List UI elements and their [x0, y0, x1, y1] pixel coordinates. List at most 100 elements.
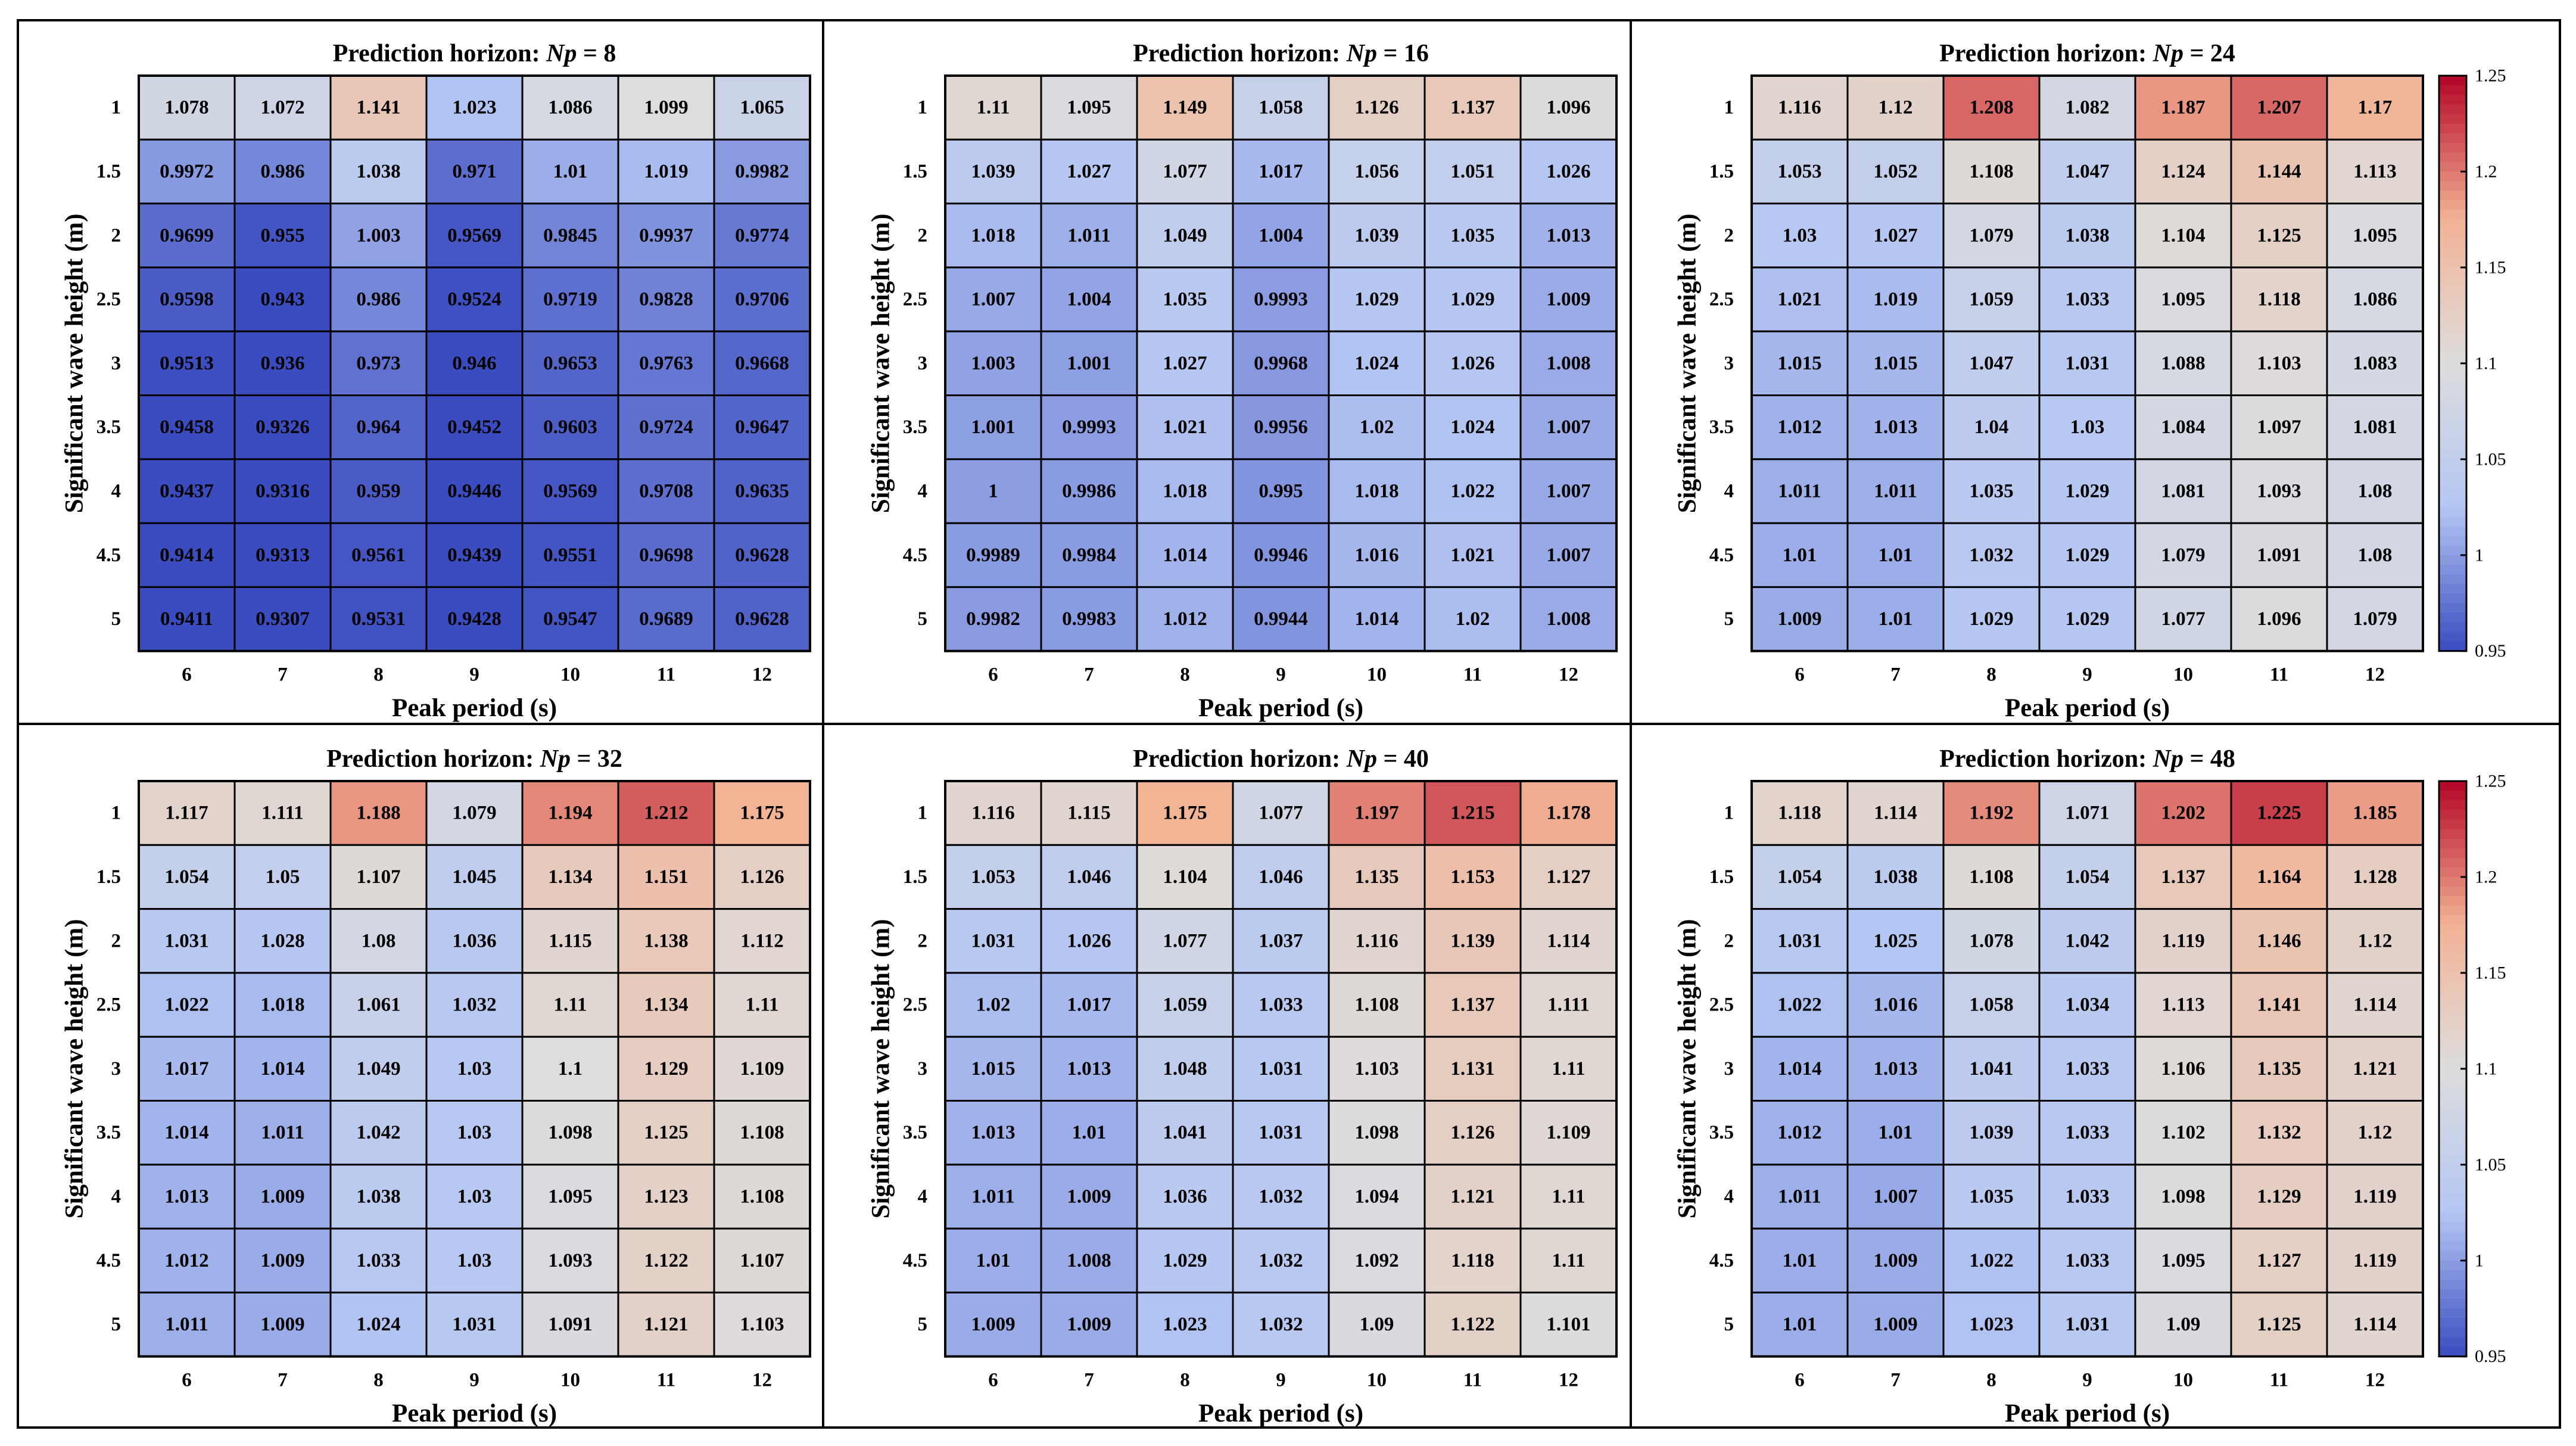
colorbar-segment	[2439, 315, 2466, 326]
heatmap-cell	[1232, 1100, 1330, 1166]
heatmap-cell	[1846, 1291, 1945, 1358]
heatmap-cell	[233, 844, 332, 910]
cell-value-label: 1.029	[1354, 289, 1398, 310]
chart-title-equals: =	[1377, 745, 1404, 773]
colorbar-segment	[2439, 1002, 2466, 1012]
cell-value-label: 1.009	[1067, 1314, 1111, 1335]
heatmap-cell	[521, 74, 619, 141]
cell-value-label: 0.9719	[543, 289, 597, 310]
colorbar-segment	[2439, 1347, 2466, 1357]
cell-value-label: 1.034	[2065, 994, 2109, 1016]
heatmap-cell	[1846, 1100, 1945, 1166]
heatmap-cell	[617, 394, 715, 461]
x-tick-label: 12	[1559, 1370, 1578, 1391]
colorbar-segment	[2439, 564, 2466, 575]
heatmap-cell	[1232, 1291, 1330, 1358]
heatmap-cell	[2326, 1035, 2424, 1102]
cell-value-label: 1.007	[971, 289, 1015, 310]
heatmap-cell	[944, 522, 1042, 588]
cell-value-label: 1.022	[164, 994, 208, 1016]
cell-value-label: 1.052	[1873, 161, 1917, 182]
cell-value-label: 1.008	[1546, 353, 1590, 374]
colorbar-segment	[2439, 1155, 2466, 1165]
heatmap-cell	[1232, 458, 1330, 524]
heatmap-cell	[329, 522, 428, 588]
heatmap-cell	[1040, 1291, 1138, 1358]
heatmap-cell	[2326, 74, 2424, 141]
cell-value-label: 1.202	[2161, 803, 2205, 824]
colorbar-segment	[2439, 1289, 2466, 1300]
heatmap-grid-border	[944, 780, 1618, 1358]
cell-value-label: 1.033	[1259, 994, 1303, 1016]
colorbar-segment	[2439, 1107, 2466, 1118]
colorbar-segment	[2439, 1260, 2466, 1271]
x-tick-label: 6	[1795, 664, 1805, 686]
cell-value-label: 1.031	[164, 930, 208, 951]
cell-value-label: 1.17	[2358, 97, 2393, 119]
cell-value-label: 1.084	[2161, 416, 2205, 438]
cell-value-label: 1.095	[1067, 97, 1111, 119]
cell-value-label: 0.9547	[543, 608, 597, 630]
colorbar-segment	[2439, 517, 2466, 527]
colorbar-segment	[2439, 161, 2466, 172]
cell-value-label: 1.225	[2257, 803, 2301, 824]
cell-value-label: 0.964	[356, 416, 400, 438]
heatmap-cell	[425, 844, 524, 910]
colorbar-segment	[2439, 344, 2466, 354]
heatmap-cell	[2134, 586, 2232, 652]
colorbar-tick-label: 1.1	[2475, 1059, 2497, 1078]
y-tick-label: 3	[1724, 1058, 1734, 1080]
x-tick-label: 9	[1276, 1370, 1286, 1391]
heatmap-cell	[2134, 458, 2232, 524]
cell-value-label: 1.038	[2065, 225, 2109, 246]
cell-value-label: 1.035	[1450, 225, 1494, 246]
cell-value-label: 1.056	[1354, 161, 1398, 182]
heatmap-cell	[1232, 1164, 1330, 1230]
x-axis-label: Peak period (s)	[2005, 1400, 2170, 1428]
heatmap-cell	[2230, 908, 2328, 974]
heatmap-cell	[1232, 330, 1330, 397]
cell-value-label: 1.011	[1778, 1186, 1821, 1207]
cell-value-label: 1.047	[2065, 161, 2109, 182]
chart-title-np: Np	[2153, 745, 2183, 773]
cell-value-label: 1.095	[548, 1186, 592, 1207]
colorbar-segment	[2439, 584, 2466, 595]
heatmap-cell	[1846, 586, 1945, 652]
heatmap-cell	[233, 780, 332, 846]
cell-value-label: 0.9689	[639, 608, 693, 630]
cell-value-label: 1.208	[1969, 97, 2013, 119]
heatmap-cell	[2326, 203, 2424, 269]
colorbar-segment	[2439, 593, 2466, 604]
cell-value-label: 1.013	[1067, 1058, 1111, 1080]
colorbar-segment	[2439, 536, 2466, 546]
cell-value-label: 1.126	[1450, 1122, 1494, 1143]
colorbar-segment	[2439, 1193, 2466, 1204]
colorbar-segment	[2439, 1126, 2466, 1137]
cell-value-label: 1.014	[1354, 608, 1398, 630]
cell-value-label: 0.9699	[160, 225, 214, 246]
colorbar-segment	[2439, 829, 2466, 839]
cell-value-label: 1.175	[1163, 803, 1207, 824]
cell-value-label: 1.01	[1879, 608, 1913, 630]
colorbar-segment	[2439, 191, 2466, 201]
heatmap-cell	[713, 458, 811, 524]
cell-value-label: 0.986	[356, 289, 400, 310]
cell-value-label: 1.051	[1450, 161, 1494, 182]
cell-value-label: 1.018	[1354, 480, 1398, 502]
cell-value-label: 0.9452	[447, 416, 502, 438]
cell-value-label: 1.01	[976, 1250, 1011, 1271]
cell-value-label: 1.065	[740, 97, 784, 119]
y-tick-label: 4.5	[1709, 1250, 1734, 1271]
cell-value-label: 1.103	[2257, 353, 2301, 374]
x-tick-label: 10	[1367, 664, 1387, 686]
cell-value-label: 1.134	[548, 866, 592, 888]
x-axis-label: Peak period (s)	[1198, 1400, 1363, 1428]
cell-value-label: 1.007	[1546, 416, 1590, 438]
cell-value-label: 1.009	[1873, 1314, 1917, 1335]
heatmap-cell	[1232, 1035, 1330, 1102]
cell-value-label: 1.11	[1552, 1186, 1586, 1207]
heatmap-cell	[713, 1227, 811, 1293]
cell-value-label: 0.9569	[447, 225, 502, 246]
y-tick-label: 2.5	[1709, 289, 1734, 310]
cell-value-label: 1.078	[1969, 930, 2013, 951]
